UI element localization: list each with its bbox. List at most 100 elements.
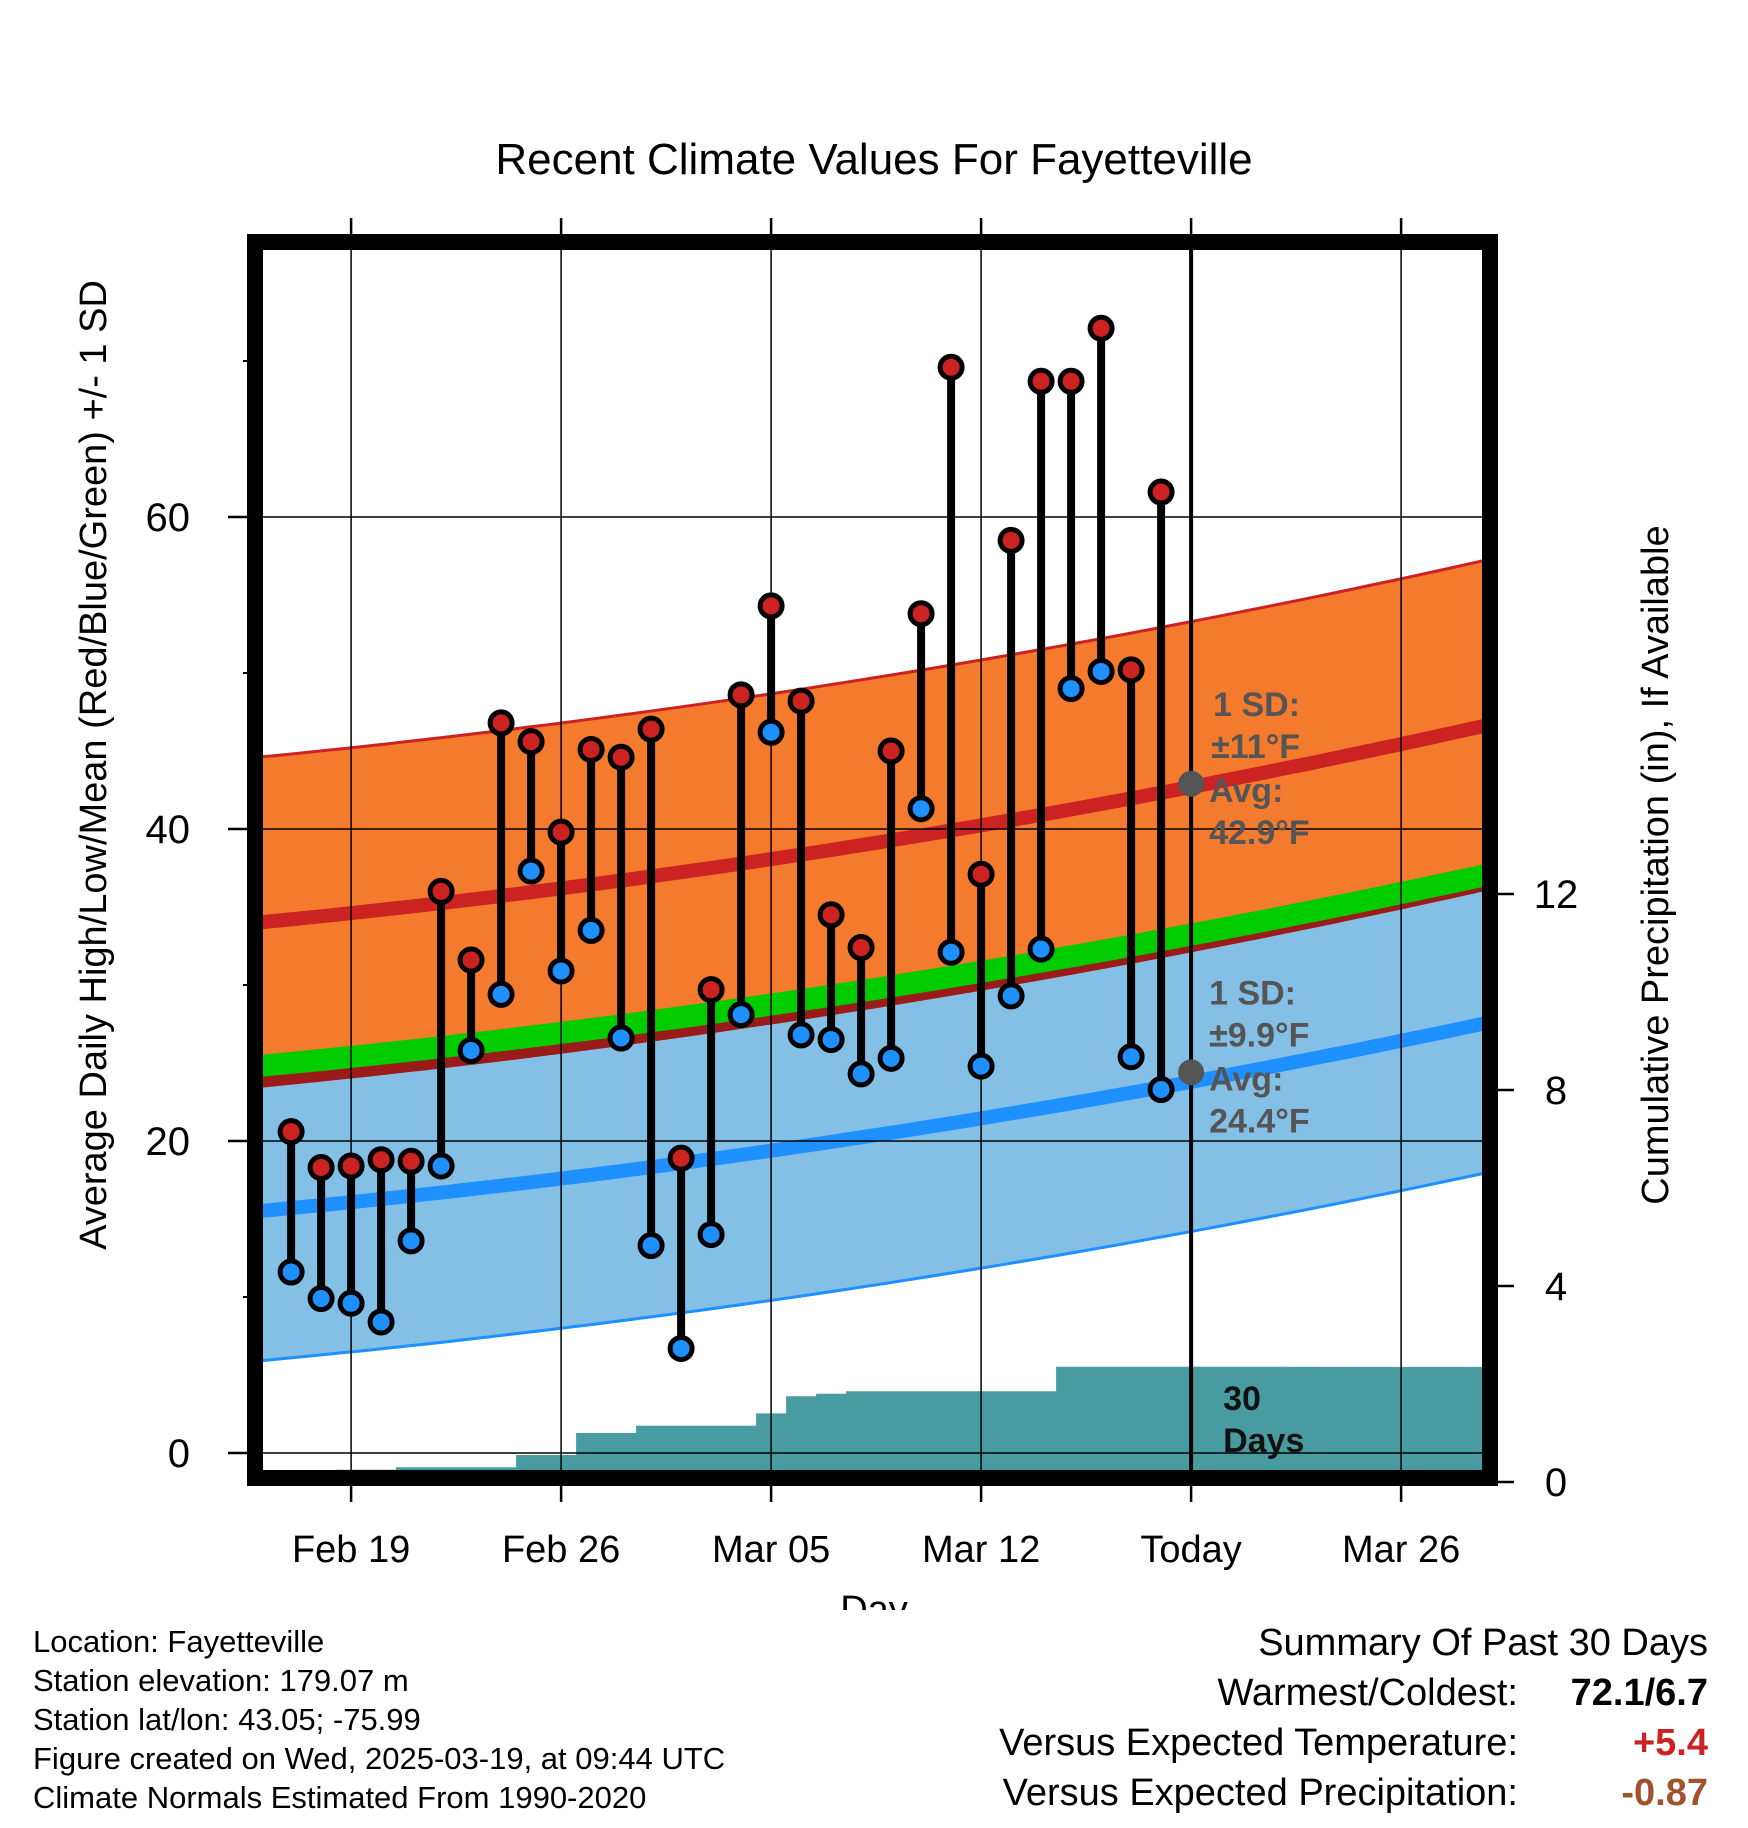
daily-high-point (277, 1118, 305, 1146)
daily-high-point (307, 1154, 335, 1182)
y2-tick-label: 4 (1545, 1265, 1567, 1309)
daily-low-point (1117, 1043, 1145, 1071)
daily-low-point (1147, 1076, 1175, 1104)
created-text: Figure created on Wed, 2025-03-19, at 09… (33, 1741, 726, 1776)
daily-low-point (487, 980, 515, 1008)
daily-high-point (907, 600, 935, 628)
daily-low-point (1087, 657, 1115, 685)
daily-high-point (607, 743, 635, 771)
daily-high-point (517, 728, 545, 756)
daily-high-point (997, 526, 1025, 554)
low-sd-value: ±9.9°F (1209, 1016, 1309, 1054)
daily-high-point (1057, 367, 1085, 395)
daily-low-point (577, 916, 605, 944)
daily-low-point (877, 1044, 905, 1072)
high-sd-label: 1 SD: (1213, 686, 1300, 724)
daily-low-point (607, 1024, 635, 1052)
daily-high-point (877, 737, 905, 765)
high-sd-band (261, 560, 1484, 1088)
daily-low-point (457, 1037, 485, 1065)
daily-low-point (907, 795, 935, 823)
daily-high-point (487, 709, 515, 737)
y2-tick-label: 12 (1534, 873, 1579, 917)
high-avg-value: 42.9°F (1209, 814, 1310, 852)
daily-low-point (757, 718, 785, 746)
summary-temp-row: Versus Expected Temperature: +5.4 (999, 1718, 1708, 1768)
daily-high-point (547, 818, 575, 846)
daily-high-point (727, 681, 755, 709)
daily-low-point (307, 1285, 335, 1313)
low-avg-value: 24.4°F (1209, 1102, 1310, 1140)
y-tick-label: 60 (146, 496, 191, 540)
daily-high-point (1027, 367, 1055, 395)
y-axis-label: Average Daily High/Low/Mean (Red/Blue/Gr… (73, 280, 115, 1250)
daily-low-point (517, 857, 545, 885)
warmest-value: 72.1/6.7 (1570, 1672, 1708, 1714)
x-tick-label: Feb 19 (292, 1529, 410, 1571)
summary-panel: Summary Of Past 30 Days Warmest/Coldest:… (999, 1618, 1708, 1818)
low-normal-line (261, 1016, 1484, 1218)
daily-high-point (967, 860, 995, 888)
daily-high-point (367, 1146, 395, 1174)
daily-low-point (1057, 675, 1085, 703)
high-sd-upper-line (261, 558, 1484, 759)
daily-low-point (337, 1289, 365, 1317)
daily-low-point (397, 1227, 425, 1255)
summary-precip-row: Versus Expected Precipitation: -0.87 (999, 1768, 1708, 1818)
location-text: Location: Fayetteville (33, 1624, 325, 1659)
plot-area: 1 SD: ±11°F Avg: 42.9°F 1 SD: ±9.9°F Avg: 24.4°… (261, 248, 1484, 1472)
plot-frame (247, 234, 1498, 1486)
daily-low-point (637, 1232, 665, 1260)
daily-low-point (277, 1258, 305, 1286)
temp-value: +5.4 (1632, 1722, 1708, 1764)
daily-high-point (697, 976, 725, 1004)
daily-low-point (787, 1021, 815, 1049)
x-tick-label: Mar 12 (922, 1529, 1040, 1571)
daily-low-point (937, 938, 965, 966)
x-tick-label: Mar 05 (712, 1529, 830, 1571)
daily-low-point (427, 1152, 455, 1180)
warmest-label: Warmest/Coldest: (1217, 1672, 1518, 1714)
daily-low-point (997, 982, 1025, 1010)
daily-high-point (337, 1152, 365, 1180)
daily-high-point (577, 735, 605, 763)
station-info: Location: Fayetteville Station elevation… (33, 1622, 725, 1817)
daily-high-point (787, 687, 815, 715)
daily-high-point (817, 901, 845, 929)
chart-title: Recent Climate Values For Fayetteville (495, 135, 1252, 184)
daily-low-point (727, 1001, 755, 1029)
y2-axis-label: Cumulative Precipitation (in), If Availa… (1635, 525, 1677, 1204)
latlon-text: Station lat/lon: 43.05; -75.99 (33, 1702, 421, 1737)
high-avg-marker (1178, 770, 1205, 797)
high-avg-label: Avg: (1209, 772, 1283, 810)
daily-low-point (847, 1060, 875, 1088)
low-sd-band (261, 873, 1484, 1361)
low-sd-label: 1 SD: (1209, 974, 1296, 1012)
daily-low-point (967, 1052, 995, 1080)
high-sd-value: ±11°F (1211, 728, 1300, 766)
daily-low-point (697, 1221, 725, 1249)
x-axis-label: Day (840, 1589, 908, 1610)
daily-low-point (547, 957, 575, 985)
x-tick-label: Mar 26 (1342, 1529, 1460, 1571)
daily-low-point (817, 1026, 845, 1054)
y-tick-label: 0 (168, 1432, 190, 1476)
y2-tick-label: 0 (1545, 1461, 1567, 1505)
summary-title: Summary Of Past 30 Days (1258, 1622, 1708, 1664)
daily-high-point (1087, 314, 1115, 342)
daily-low-point (1027, 935, 1055, 963)
daily-low-point (667, 1334, 695, 1362)
precip-value: -0.87 (1621, 1772, 1708, 1814)
elevation-text: Station elevation: 179.07 m (33, 1663, 409, 1698)
daily-high-point (1147, 478, 1175, 506)
y-tick-label: 20 (146, 1120, 191, 1164)
daily-high-point (457, 946, 485, 974)
x-tick-label: Today (1140, 1529, 1241, 1571)
summary-warmest-row: Warmest/Coldest: 72.1/6.7 (999, 1668, 1708, 1718)
daily-high-point (667, 1144, 695, 1172)
precip-area (336, 1366, 1484, 1472)
y2-tick-label: 8 (1545, 1069, 1567, 1113)
daily-high-point (1117, 656, 1145, 684)
precip-period-label: Days (1223, 1422, 1304, 1460)
daily-high-point (637, 715, 665, 743)
